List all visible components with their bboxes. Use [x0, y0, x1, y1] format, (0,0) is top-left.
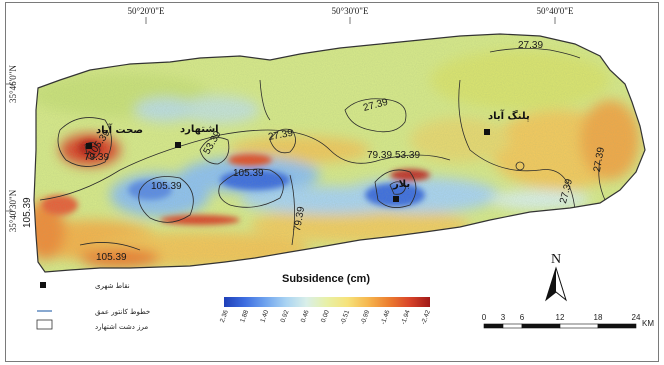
colorbar-tick-label: -2.42 [420, 309, 432, 326]
coord-top-3: 50°40'0"E [537, 6, 574, 16]
contour-line [344, 98, 407, 133]
contour-labels: 27.39 27.39 27.39 53.39 53.39 79.39 105.… [22, 40, 607, 263]
city-marker [393, 196, 399, 202]
scale-tick-label: 18 [594, 313, 603, 322]
city-marker [86, 143, 92, 149]
colorbar-tick-label: -0.51 [339, 309, 351, 326]
scale-tick-label: 12 [556, 313, 565, 322]
colorbar-ticks: 2.36 1.88 1.40 0.92 0.46 0.00 -0.51 -0.99 -1.46-… [219, 309, 432, 326]
contour-label: 27.39 [267, 128, 294, 143]
colorbar-tick-label: 1.40 [259, 309, 270, 324]
legend: نقاط شهری خطوط کانتور عمق مرز دشت اشتهار… [36, 282, 150, 331]
scale-segment [502, 323, 523, 329]
coord-top-1: 50°20'0"E [128, 6, 165, 16]
scale-tick-label: 6 [520, 313, 525, 322]
colorbar-tick-label: -1.46 [380, 309, 392, 326]
contour-label: 79.39 [84, 152, 109, 163]
contour-lines [39, 48, 606, 251]
city-marker [175, 142, 181, 148]
legend-boundary-symbol [36, 319, 53, 330]
scale-ticks: 0 3 6 12 18 24 [482, 313, 641, 322]
contour-label: 79.39 [292, 205, 307, 232]
contour-line [489, 48, 581, 59]
colorbar-tick-label: 0.00 [320, 309, 331, 324]
coord-top-2: 50°30'0"E [332, 6, 369, 16]
contour-line [39, 129, 451, 201]
scale-segment [483, 323, 504, 329]
contour-line [458, 79, 576, 211]
legend-plain-boundary: مرز دشت اشتهارد [95, 323, 148, 331]
scale-segment [597, 323, 637, 329]
contour-line [57, 117, 112, 167]
colorbar-tick-label: 0.92 [280, 309, 291, 324]
graticule [6, 17, 556, 212]
contour-line [598, 159, 606, 201]
contour-line [199, 137, 230, 165]
colorbar-title: Subsidence (cm) [282, 273, 370, 285]
scale-unit: KM [642, 319, 654, 328]
colorbar-tick-label: -1.94 [400, 309, 412, 326]
contour-label: 105.39 [96, 252, 127, 263]
colorbar: Subsidence (cm) 2.36 1.88 1.40 0.92 0.46 0.00… [219, 273, 432, 326]
contour-label: 27.39 [518, 40, 543, 51]
coord-left-1: 35°46'0"N [8, 65, 18, 103]
contour-line [259, 79, 271, 121]
contour-line [289, 174, 295, 246]
scale-segment [521, 323, 561, 329]
city-label: صحت آباد [96, 123, 143, 136]
coord-left-2: 35°40'30"N [8, 189, 18, 232]
colorbar-tick-label: 2.36 [219, 309, 230, 324]
contour-line [515, 161, 525, 171]
contour-label: 53.39 [395, 150, 420, 161]
legend-city-symbol [40, 282, 46, 288]
legend-city-points: نقاط شهری [95, 282, 130, 290]
city-label: اشتهارد [180, 124, 219, 135]
contour-line [389, 181, 407, 195]
city-marker [484, 129, 490, 135]
scale-segment [559, 323, 599, 329]
legend-contour-lines: خطوط کانتور عمق [95, 308, 150, 316]
colorbar-tick-label: 0.46 [300, 309, 311, 324]
contour-label: 105.39 [233, 168, 264, 179]
contour-line [218, 168, 284, 208]
contour-line [138, 176, 194, 223]
subsidence-raster [34, 34, 645, 272]
scale-segments [483, 323, 637, 329]
city-label: پلنگ آباد [488, 109, 530, 122]
contour-label: 105.39 [151, 181, 182, 192]
colorbar-tick-label: 1.88 [239, 309, 250, 324]
colorbar-ramp [224, 297, 430, 307]
scale-bar: 0 3 6 12 18 24 KM [482, 313, 654, 329]
north-arrow: N [545, 252, 567, 302]
contour-label: 27.39 [592, 146, 607, 173]
scale-tick-label: 24 [632, 313, 641, 322]
north-label: N [551, 252, 561, 267]
plain-boundary [33, 33, 646, 273]
scale-tick-label: 0 [482, 313, 487, 322]
colorbar-tick-label: -0.99 [360, 309, 372, 326]
city-label: بلار [392, 179, 410, 190]
city-points: صحت آباد اشتهارد پلنگ آباد بلار [86, 109, 530, 202]
contour-line [374, 169, 417, 208]
contour-label: 79.39 [367, 150, 392, 161]
contour-line [84, 142, 101, 159]
contour-label: 105.39 [22, 197, 33, 228]
scale-tick-label: 3 [501, 313, 506, 322]
contour-line [79, 242, 141, 251]
